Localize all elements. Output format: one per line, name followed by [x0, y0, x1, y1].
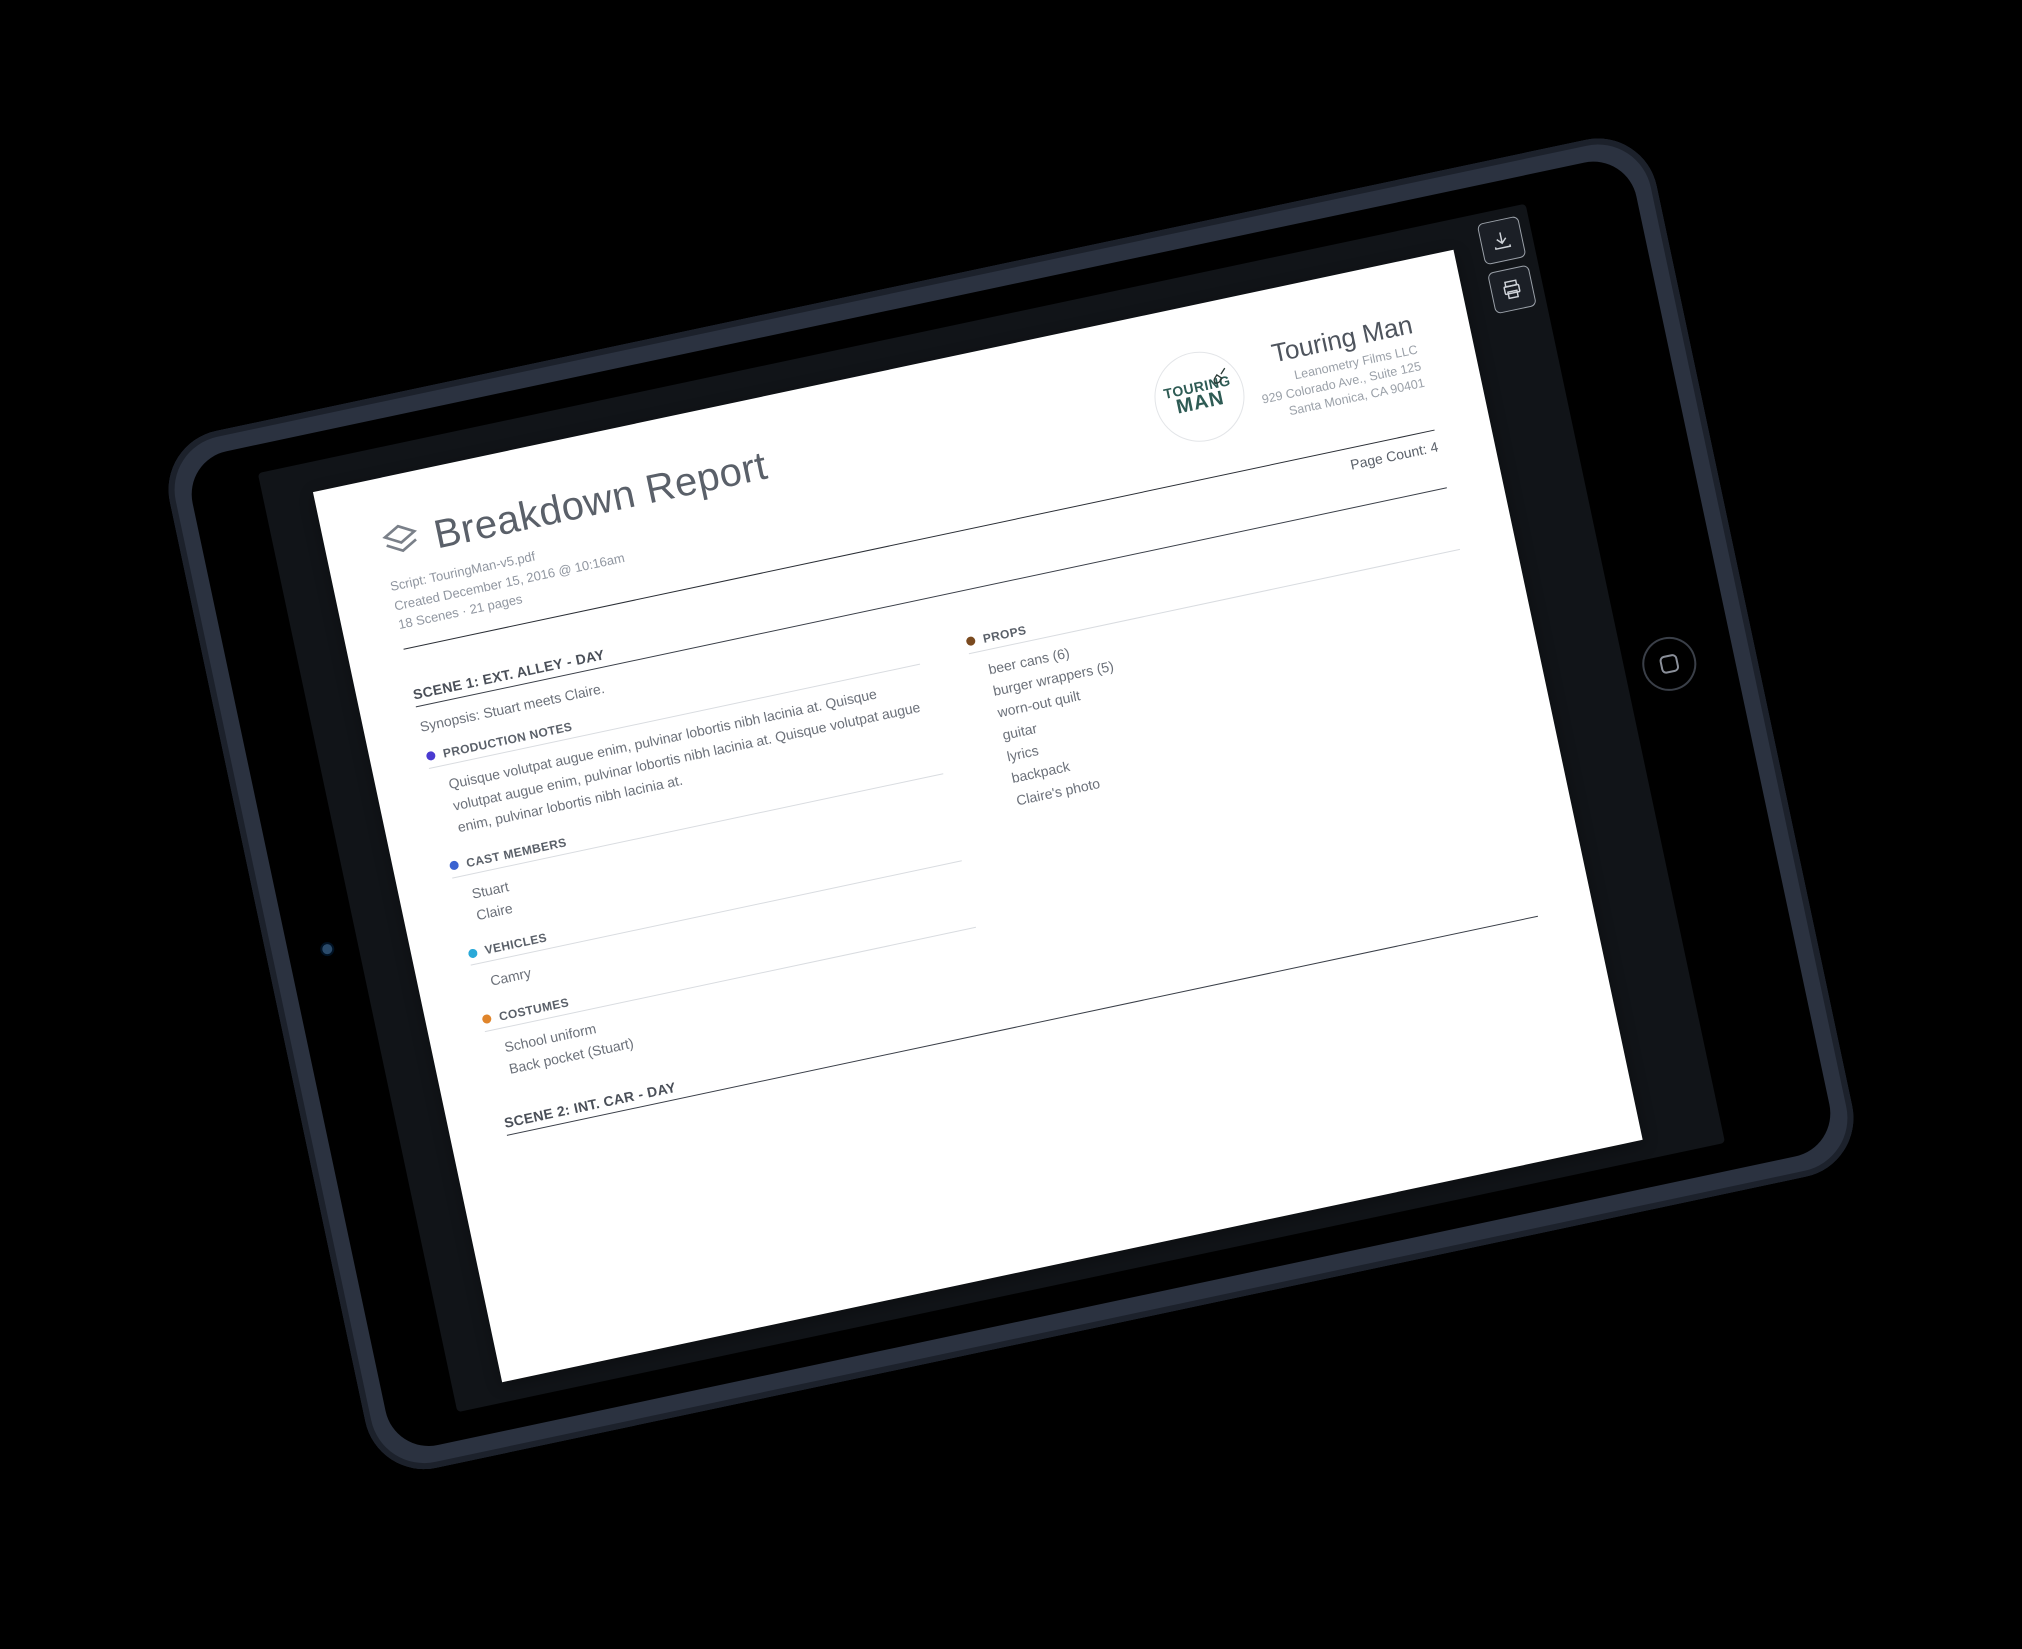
- download-button[interactable]: [1477, 215, 1527, 265]
- guitar-icon: [1207, 364, 1231, 388]
- stage: Breakdown Report Script: TouringMan-v5.p…: [0, 0, 2022, 1649]
- category-color-dot: [468, 948, 479, 959]
- company-logo: TOURING MAN: [1146, 343, 1253, 450]
- category-label: COSTUMES: [498, 995, 571, 1024]
- print-button[interactable]: [1487, 264, 1537, 314]
- company-text: Touring Man Leanometry Films LLC 929 Col…: [1250, 309, 1426, 425]
- camera-dot: [321, 943, 333, 955]
- category-color-dot: [965, 635, 976, 646]
- screen: Breakdown Report Script: TouringMan-v5.p…: [258, 203, 1725, 1411]
- category-color-dot: [449, 860, 460, 871]
- layers-icon: [377, 517, 425, 569]
- company-block: TOURING MAN Touring Man Leanometry Films…: [1146, 306, 1427, 450]
- category-color-dot: [426, 750, 437, 761]
- document-page: Breakdown Report Script: TouringMan-v5.p…: [313, 249, 1643, 1382]
- category-label: VEHICLES: [484, 930, 549, 957]
- download-icon: [1489, 227, 1515, 253]
- print-icon: [1499, 276, 1525, 302]
- category-label: PROPS: [982, 622, 1028, 645]
- category-color-dot: [482, 1013, 493, 1024]
- tablet-frame: Breakdown Report Script: TouringMan-v5.p…: [157, 127, 1864, 1480]
- home-button[interactable]: [1637, 631, 1701, 695]
- tablet-bezel: Breakdown Report Script: TouringMan-v5.p…: [184, 153, 1839, 1454]
- viewer-toolbar: [1477, 215, 1537, 314]
